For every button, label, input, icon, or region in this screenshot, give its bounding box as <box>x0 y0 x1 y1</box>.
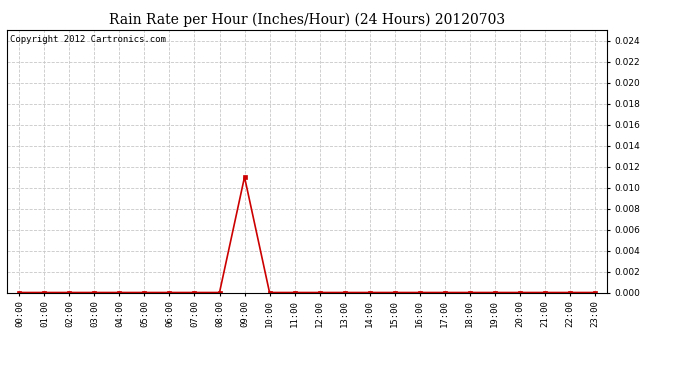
Title: Rain Rate per Hour (Inches/Hour) (24 Hours) 20120703: Rain Rate per Hour (Inches/Hour) (24 Hou… <box>109 13 505 27</box>
Text: Copyright 2012 Cartronics.com: Copyright 2012 Cartronics.com <box>10 35 166 44</box>
